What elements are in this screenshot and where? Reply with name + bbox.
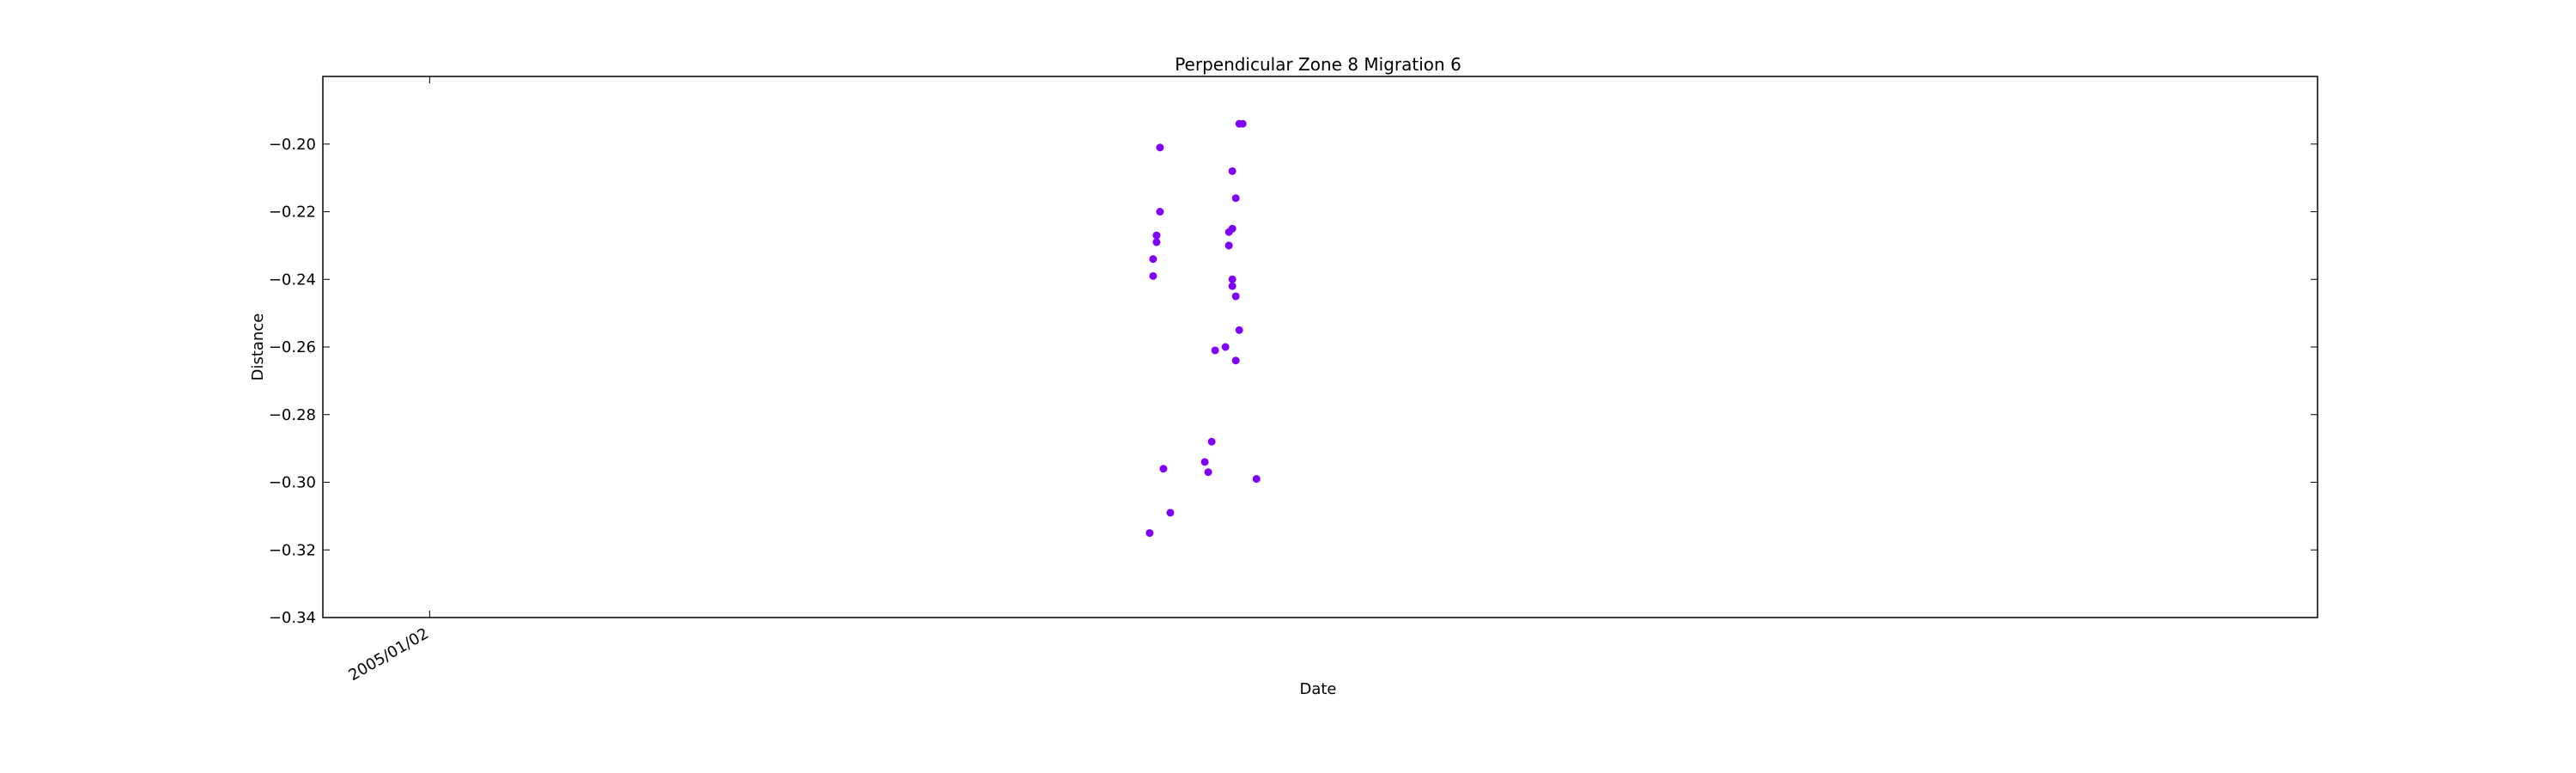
plot-area bbox=[322, 76, 2318, 618]
data-point bbox=[1221, 343, 1230, 351]
data-point bbox=[1200, 458, 1209, 466]
data-point bbox=[1228, 224, 1236, 233]
data-point bbox=[1152, 238, 1161, 247]
data-point bbox=[1145, 529, 1154, 538]
y-tick-label: −0.34 bbox=[269, 609, 316, 627]
data-point bbox=[1252, 475, 1261, 484]
data-point bbox=[1228, 167, 1236, 175]
chart-title: Perpendicular Zone 8 Migration 6 bbox=[1175, 54, 1461, 75]
plot-frame bbox=[322, 76, 2318, 618]
x-axis-label: Date bbox=[1299, 680, 1336, 698]
x-tick-label: 2005/01/02 bbox=[346, 624, 432, 685]
y-tick-label: −0.32 bbox=[269, 541, 316, 559]
data-point bbox=[1211, 346, 1219, 355]
data-point bbox=[1228, 282, 1236, 290]
y-tick-label: −0.22 bbox=[269, 204, 316, 222]
data-point bbox=[1231, 292, 1240, 301]
y-tick-label: −0.24 bbox=[269, 271, 316, 289]
data-point bbox=[1159, 465, 1168, 473]
data-points bbox=[1145, 119, 1261, 538]
data-point bbox=[1156, 143, 1164, 152]
data-point bbox=[1235, 326, 1243, 334]
x-axis: 2005/01/02 bbox=[346, 76, 432, 685]
data-point bbox=[1231, 194, 1240, 203]
data-point bbox=[1228, 275, 1236, 283]
y-tick-label: −0.28 bbox=[269, 406, 316, 424]
data-point bbox=[1224, 241, 1233, 250]
y-tick-label: −0.20 bbox=[269, 136, 316, 154]
data-point bbox=[1152, 231, 1161, 240]
data-point bbox=[1231, 356, 1240, 365]
data-point bbox=[1204, 468, 1212, 477]
data-point bbox=[1156, 208, 1164, 216]
data-point bbox=[1166, 508, 1175, 517]
y-axis-label: Distance bbox=[249, 313, 267, 381]
data-point bbox=[1149, 255, 1157, 264]
data-point bbox=[1238, 119, 1247, 128]
data-point bbox=[1149, 271, 1157, 280]
y-tick-label: −0.30 bbox=[269, 474, 316, 492]
y-tick-label: −0.26 bbox=[269, 338, 316, 356]
data-point bbox=[1207, 437, 1216, 446]
y-axis: −0.34 −0.32 −0.30 −0.28 −0.26 −0.24 −0.22 −0.20 bbox=[269, 136, 2318, 627]
